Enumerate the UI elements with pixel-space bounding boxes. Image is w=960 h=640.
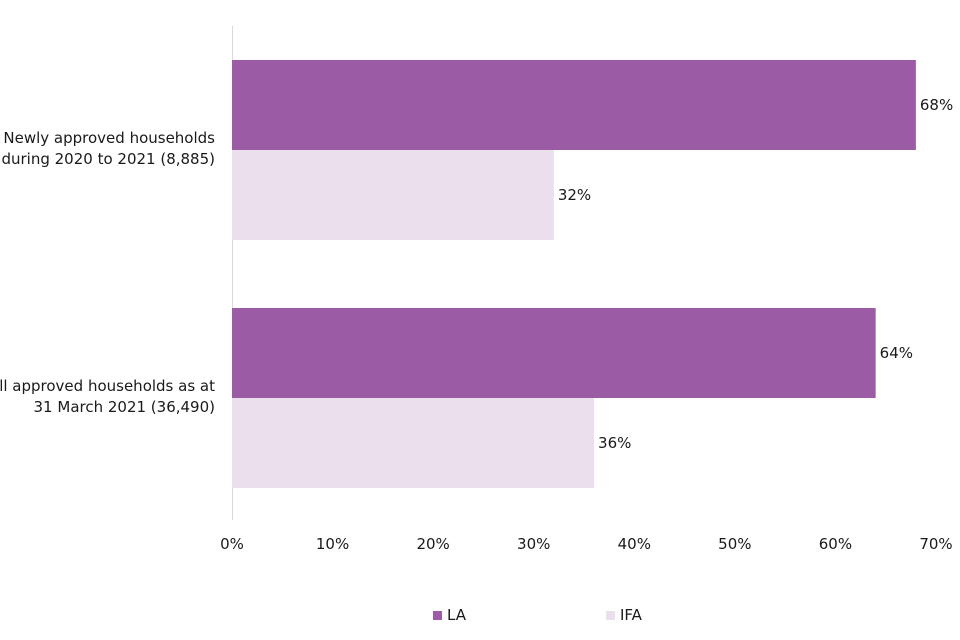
bar-ifa-1 bbox=[232, 398, 595, 488]
x-tick-label: 20% bbox=[416, 535, 449, 553]
data-label-la-1: 64% bbox=[880, 344, 913, 362]
bar-la-1 bbox=[232, 308, 876, 398]
legend-item-ifa: IFA bbox=[606, 606, 642, 624]
data-label-la-0: 68% bbox=[920, 96, 953, 114]
legend-swatch-ifa bbox=[606, 610, 615, 620]
legend-label-la: LA bbox=[447, 606, 466, 624]
bar-la-0 bbox=[232, 60, 916, 150]
x-tick-label: 40% bbox=[618, 535, 651, 553]
legend-swatch-la bbox=[433, 610, 442, 620]
x-tick-label: 30% bbox=[517, 535, 550, 553]
category-label-line: Newly approved households bbox=[3, 129, 215, 147]
data-label-ifa-0: 32% bbox=[558, 186, 591, 204]
bar-ifa-0 bbox=[232, 150, 554, 240]
x-tick-label: 70% bbox=[919, 535, 952, 553]
x-tick-label: 60% bbox=[819, 535, 852, 553]
legend-item-la: LA bbox=[433, 606, 466, 624]
x-tick-label: 0% bbox=[220, 535, 244, 553]
data-label-ifa-1: 36% bbox=[598, 434, 631, 452]
category-label-line: All approved households as at bbox=[0, 377, 215, 395]
legend-label-ifa: IFA bbox=[620, 606, 642, 624]
category-label-all-approved: All approved households as at 31 March 2… bbox=[0, 376, 215, 418]
x-tick-label: 10% bbox=[316, 535, 349, 553]
category-label-line: during 2020 to 2021 (8,885) bbox=[1, 150, 215, 168]
category-label-newly-approved: Newly approved households during 2020 to… bbox=[0, 128, 215, 170]
category-label-line: 31 March 2021 (36,490) bbox=[33, 398, 215, 416]
x-tick-label: 50% bbox=[718, 535, 751, 553]
